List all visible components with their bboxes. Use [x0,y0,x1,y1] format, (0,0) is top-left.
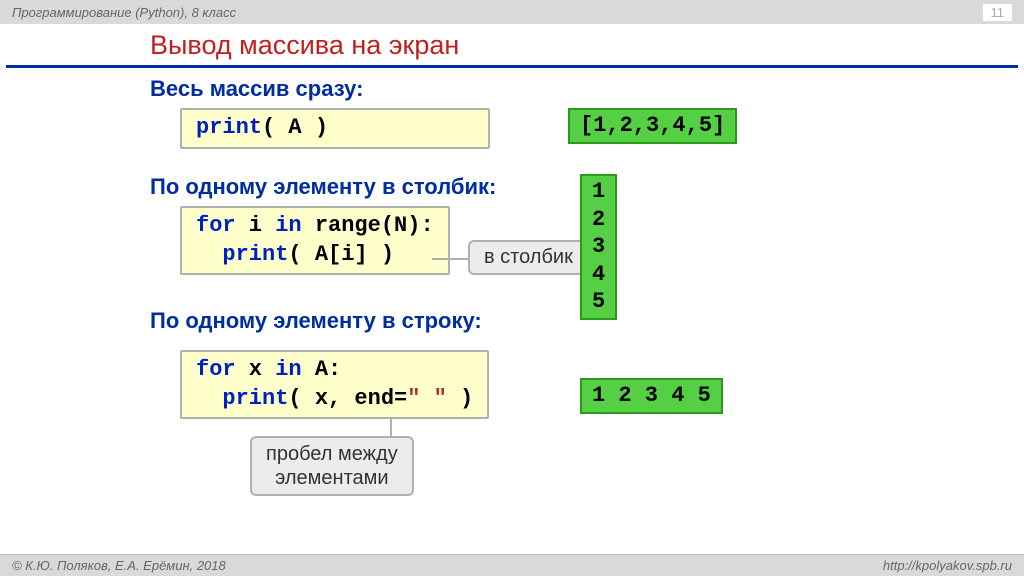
connector-line [390,418,392,438]
code-text: i [236,213,276,238]
code-text: x [236,357,276,382]
code-keyword: print [222,386,288,411]
section2-output: 1 2 3 4 5 [580,174,617,320]
section1-output: [1,2,3,4,5] [568,108,737,144]
slide-content: Весь массив сразу: print( A ) [1,2,3,4,5… [150,76,1024,500]
section3-note: пробел между элементами [250,436,414,496]
section3-code: for x in A: print( x, end=" " ) [180,350,489,419]
section3-output: 1 2 3 4 5 [580,378,723,414]
code-keyword: in [275,357,301,382]
copyright: © К.Ю. Поляков, Е.А. Ерёмин, 2018 [12,558,226,573]
section2-code: for i in range(N): print( A[i] ) [180,206,450,275]
connector-line [432,258,470,260]
header-bar: Программирование (Python), 8 класс 11 [0,0,1024,24]
page-number: 11 [983,4,1013,21]
section1-subtitle: Весь массив сразу: [150,76,1024,102]
course-label: Программирование (Python), 8 класс [12,5,236,20]
code-keyword: in [275,213,301,238]
title-rule [6,65,1018,68]
code-keyword: for [196,357,236,382]
code-literal: " " [407,386,447,411]
code-keyword: for [196,213,236,238]
code-text: ( x, end= [288,386,407,411]
code-text: ( A[i] ) [288,242,394,267]
code-text: ) [447,386,473,411]
code-text: ( A ) [262,115,328,140]
footer-bar: © К.Ю. Поляков, Е.А. Ерёмин, 2018 http:/… [0,554,1024,576]
footer-url: http://kpolyakov.spb.ru [883,558,1012,573]
section1-code: print( A ) [180,108,490,149]
code-text: range(N): [302,213,434,238]
slide-title: Вывод массива на экран [150,30,1024,61]
section2-note: в столбик [468,240,589,275]
code-keyword: print [196,115,262,140]
code-keyword: print [222,242,288,267]
code-text: A: [302,357,342,382]
